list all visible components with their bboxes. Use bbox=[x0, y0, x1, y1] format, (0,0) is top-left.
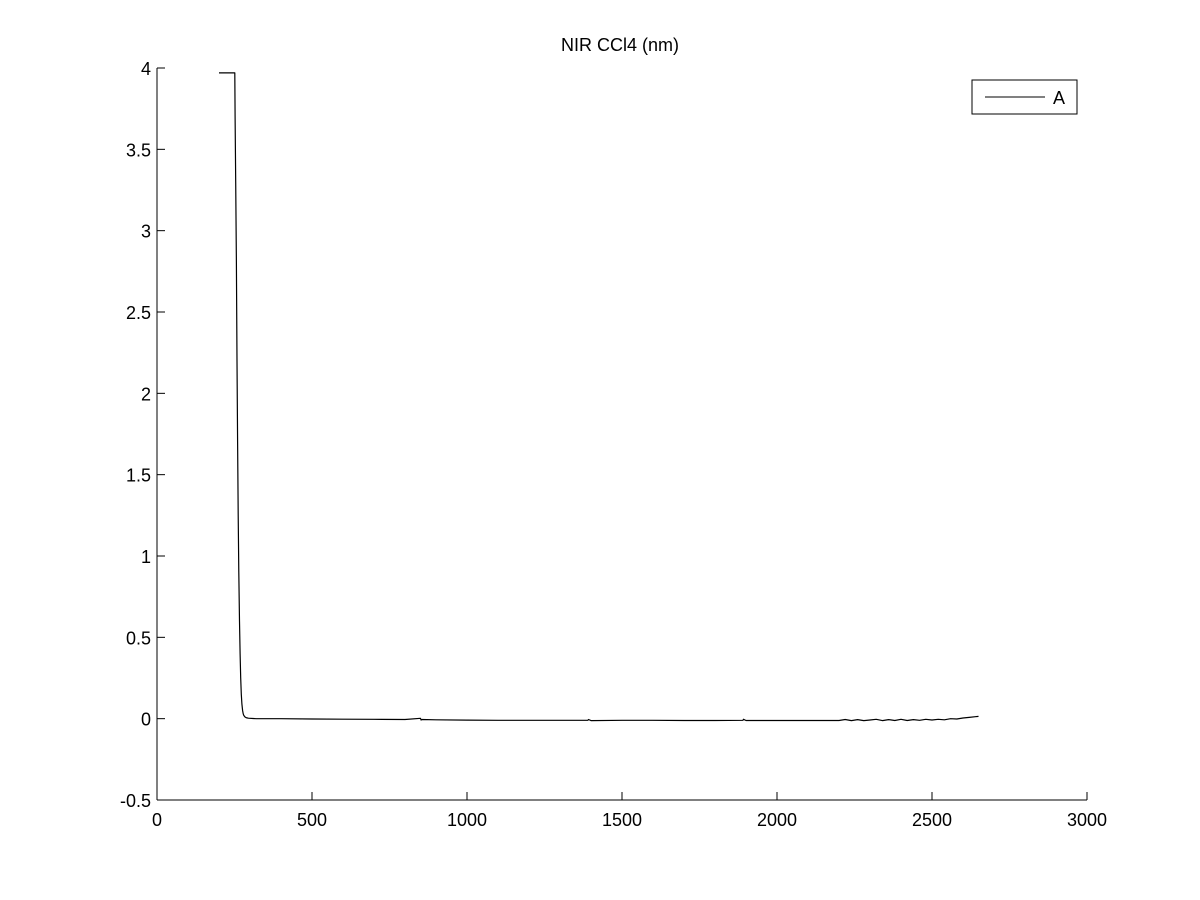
x-tick-label: 3000 bbox=[1067, 810, 1107, 830]
x-tick-label: 2500 bbox=[912, 810, 952, 830]
y-tick-label: -0.5 bbox=[120, 791, 151, 811]
x-tick-label: 1000 bbox=[447, 810, 487, 830]
y-tick-label: 2.5 bbox=[126, 303, 151, 323]
y-tick-label: 2 bbox=[141, 384, 151, 404]
x-tick-label: 1500 bbox=[602, 810, 642, 830]
y-tick-label: 1 bbox=[141, 547, 151, 567]
chart-title: NIR CCl4 (nm) bbox=[561, 35, 679, 55]
series-line-a bbox=[219, 72, 979, 722]
x-tick-label: 2000 bbox=[757, 810, 797, 830]
axes: 0 500 1000 1500 2000 2500 3000-0.500.511.522.5… bbox=[120, 59, 1107, 830]
y-tick-label: 3.5 bbox=[126, 140, 151, 160]
y-tick-label: 0 bbox=[141, 710, 151, 730]
plot-area bbox=[219, 72, 979, 722]
y-tick-label: 0.5 bbox=[126, 628, 151, 648]
y-tick-label: 4 bbox=[141, 59, 151, 79]
legend-label-a: A bbox=[1053, 88, 1065, 108]
x-tick-label: 500 bbox=[297, 810, 327, 830]
y-tick-label: 1.5 bbox=[126, 466, 151, 486]
x-tick-label: 0 bbox=[152, 810, 162, 830]
legend: A bbox=[971, 79, 1078, 115]
y-tick-label: 3 bbox=[141, 222, 151, 242]
